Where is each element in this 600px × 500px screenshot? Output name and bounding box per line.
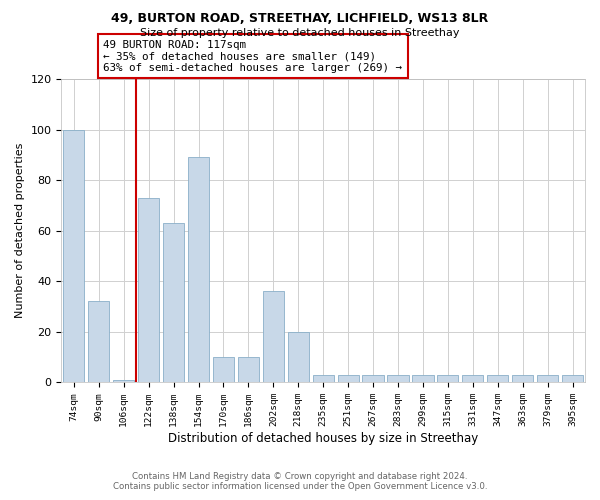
Bar bbox=[163, 223, 184, 382]
Bar bbox=[362, 374, 383, 382]
Bar bbox=[63, 130, 85, 382]
Text: 49, BURTON ROAD, STREETHAY, LICHFIELD, WS13 8LR: 49, BURTON ROAD, STREETHAY, LICHFIELD, W… bbox=[112, 12, 488, 26]
Y-axis label: Number of detached properties: Number of detached properties bbox=[15, 143, 25, 318]
Bar bbox=[562, 374, 583, 382]
X-axis label: Distribution of detached houses by size in Streethay: Distribution of detached houses by size … bbox=[168, 432, 478, 445]
Bar bbox=[113, 380, 134, 382]
Bar bbox=[188, 158, 209, 382]
Bar bbox=[213, 357, 234, 382]
Bar bbox=[263, 292, 284, 382]
Bar bbox=[388, 374, 409, 382]
Bar bbox=[537, 374, 558, 382]
Bar bbox=[487, 374, 508, 382]
Bar bbox=[313, 374, 334, 382]
Text: 49 BURTON ROAD: 117sqm
← 35% of detached houses are smaller (149)
63% of semi-de: 49 BURTON ROAD: 117sqm ← 35% of detached… bbox=[103, 40, 402, 73]
Bar bbox=[462, 374, 484, 382]
Bar bbox=[88, 302, 109, 382]
Bar bbox=[138, 198, 159, 382]
Text: Contains HM Land Registry data © Crown copyright and database right 2024.
Contai: Contains HM Land Registry data © Crown c… bbox=[113, 472, 487, 491]
Bar bbox=[437, 374, 458, 382]
Bar bbox=[412, 374, 434, 382]
Bar bbox=[238, 357, 259, 382]
Text: Size of property relative to detached houses in Streethay: Size of property relative to detached ho… bbox=[140, 28, 460, 38]
Bar bbox=[287, 332, 309, 382]
Bar bbox=[338, 374, 359, 382]
Bar bbox=[512, 374, 533, 382]
